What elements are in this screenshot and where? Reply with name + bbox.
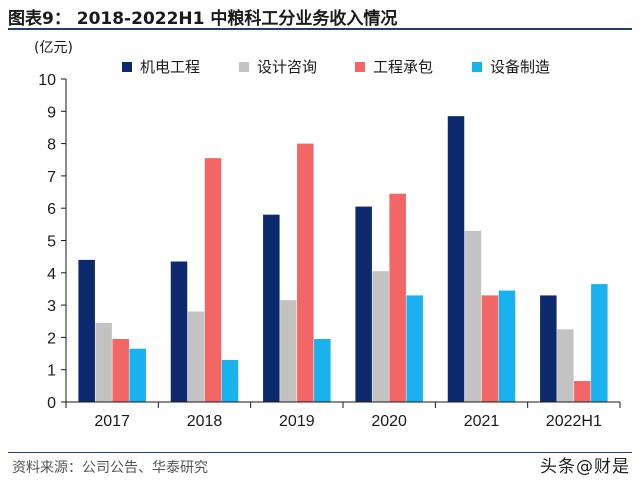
x-tick-label: 2018 xyxy=(187,413,223,430)
bar-设计咨询-2018 xyxy=(187,311,205,402)
bar-设计咨询-2021 xyxy=(464,230,482,402)
bar-设备制造-2021 xyxy=(498,290,516,402)
legend-label: 设备制造 xyxy=(490,58,550,76)
bars xyxy=(78,116,608,402)
bar-机电工程-2018 xyxy=(170,261,188,402)
bar-工程承包-2020 xyxy=(389,193,406,402)
x-tick-label: 2017 xyxy=(94,413,130,430)
x-tick-label: 2020 xyxy=(371,413,407,430)
bar-工程承包-2021 xyxy=(481,295,499,402)
y-axis-unit-label: (亿元) xyxy=(34,40,73,56)
bar-机电工程-2021 xyxy=(447,116,465,402)
bar-设计咨询-2022H1 xyxy=(557,329,574,402)
bar-机电工程-2017 xyxy=(78,259,95,402)
legend-swatch xyxy=(472,62,482,72)
legend-label: 工程承包 xyxy=(373,58,433,76)
bar-工程承包-2018 xyxy=(204,158,222,402)
x-tick-label: 2022H1 xyxy=(546,413,602,430)
y-tick-label: 7 xyxy=(47,169,56,186)
legend-swatch xyxy=(122,62,132,72)
bar-机电工程-2020 xyxy=(355,206,372,402)
legend: 机电工程 设计咨询 工程承包 设备制造 xyxy=(122,58,550,76)
y-tick-label: 4 xyxy=(47,266,56,283)
bar-设计咨询-2017 xyxy=(95,322,112,402)
x-axis: 2017 2018 2019 2020 2021 2022H1 xyxy=(65,401,621,430)
watermark: 头条@财是 xyxy=(540,457,630,477)
y-tick-label: 2 xyxy=(47,330,56,347)
y-tick-label: 0 xyxy=(47,395,56,412)
legend-swatch xyxy=(239,62,249,72)
y-axis: 0 1 2 3 4 5 6 7 8 9 10 xyxy=(38,72,67,412)
bar-设备制造-2019 xyxy=(314,339,331,402)
x-tick-label: 2019 xyxy=(279,413,315,430)
source-note: 资料来源：公司公告、华泰研究 xyxy=(12,460,208,476)
legend-label: 设计咨询 xyxy=(257,58,317,76)
bar-设备制造-2018 xyxy=(221,360,239,402)
bar-工程承包-2019 xyxy=(297,143,314,402)
y-tick-label: 5 xyxy=(47,234,56,251)
bar-机电工程-2022H1 xyxy=(540,295,557,402)
bar-机电工程-2019 xyxy=(263,214,280,402)
bar-设备制造-2020 xyxy=(406,295,423,402)
legend-label: 机电工程 xyxy=(140,58,200,76)
y-tick-label: 9 xyxy=(47,104,56,121)
bar-工程承包-2017 xyxy=(112,339,129,402)
y-tick-label: 1 xyxy=(47,363,56,380)
y-tick-label: 6 xyxy=(47,201,56,218)
title-underline xyxy=(8,28,632,30)
bar-设备制造-2022H1 xyxy=(591,284,608,402)
y-tick-label: 10 xyxy=(38,72,56,89)
y-tick-label: 3 xyxy=(47,298,56,315)
footer-rule xyxy=(8,452,632,453)
x-tick-label: 2021 xyxy=(464,413,500,430)
chart-title: 图表9： 2018-2022H1 中粮科工分业务收入情况 xyxy=(8,9,398,29)
bar-设计咨询-2019 xyxy=(280,300,297,402)
bar-工程承包-2022H1 xyxy=(574,381,591,402)
bar-设计咨询-2020 xyxy=(372,271,389,402)
legend-swatch xyxy=(355,62,365,72)
bar-设备制造-2017 xyxy=(129,348,146,402)
y-tick-label: 8 xyxy=(47,137,56,154)
